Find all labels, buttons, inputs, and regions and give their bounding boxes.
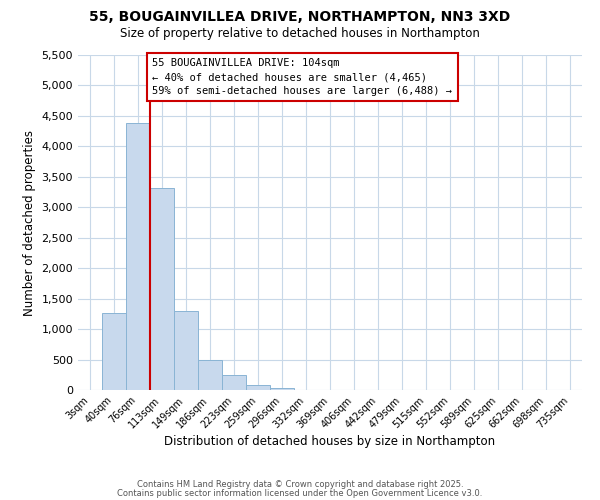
Bar (198, 360, 222, 390)
Y-axis label: Number of detached properties: Number of detached properties (23, 130, 36, 316)
Text: Size of property relative to detached houses in Northampton: Size of property relative to detached ho… (120, 28, 480, 40)
Text: 55 BOUGAINVILLEA DRIVE: 104sqm
← 40% of detached houses are smaller (4,465)
59% : 55 BOUGAINVILLEA DRIVE: 104sqm ← 40% of … (152, 58, 452, 96)
Bar (270, 388, 294, 390)
Bar (102, 312, 126, 390)
Bar (222, 376, 246, 390)
Bar (246, 386, 270, 390)
Text: 55, BOUGAINVILLEA DRIVE, NORTHAMPTON, NN3 3XD: 55, BOUGAINVILLEA DRIVE, NORTHAMPTON, NN… (89, 10, 511, 24)
Bar (126, 123, 150, 390)
Text: Contains HM Land Registry data © Crown copyright and database right 2025.: Contains HM Land Registry data © Crown c… (137, 480, 463, 489)
X-axis label: Distribution of detached houses by size in Northampton: Distribution of detached houses by size … (164, 436, 496, 448)
Bar (174, 312, 198, 390)
Bar (150, 188, 174, 390)
Text: Contains public sector information licensed under the Open Government Licence v3: Contains public sector information licen… (118, 489, 482, 498)
